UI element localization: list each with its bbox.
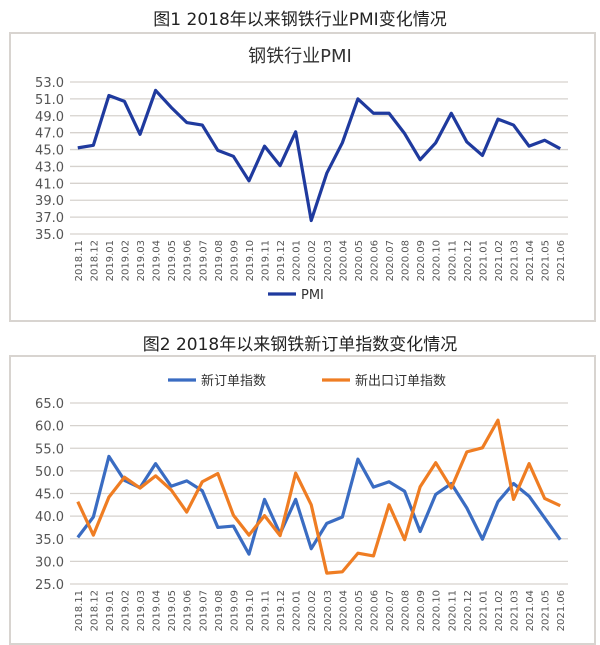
y-tick-label: 35.0 bbox=[35, 228, 64, 243]
y-tick-label: 25.0 bbox=[35, 578, 64, 593]
x-tick-label: 2020.09 bbox=[416, 240, 427, 281]
y-tick-label: 43.0 bbox=[35, 160, 64, 175]
x-tick-label: 2019.12 bbox=[276, 240, 287, 281]
x-tick-label: 2019.09 bbox=[229, 240, 240, 281]
x-tick-label: 2019.10 bbox=[245, 590, 256, 631]
y-tick-label: 51.0 bbox=[35, 93, 64, 108]
x-tick-label: 2019.05 bbox=[167, 590, 178, 631]
legend-label: PMI bbox=[301, 288, 324, 303]
x-tick-label: 2019.04 bbox=[152, 590, 163, 631]
y-tick-label: 45.0 bbox=[35, 488, 64, 503]
y-tick-label: 53.0 bbox=[35, 76, 64, 91]
x-tick-label: 2020.03 bbox=[323, 240, 334, 281]
x-tick-label: 2020.02 bbox=[307, 240, 318, 281]
legend-label: 新出口订单指数 bbox=[355, 373, 446, 389]
x-tick-label: 2021.02 bbox=[494, 590, 505, 631]
x-tick-label: 2020.02 bbox=[307, 590, 318, 631]
x-tick-label: 2021.06 bbox=[556, 240, 567, 281]
x-tick-label: 2020.01 bbox=[292, 590, 303, 631]
x-tick-label: 2020.10 bbox=[432, 240, 443, 281]
x-tick-label: 2018.12 bbox=[89, 240, 100, 281]
x-tick-label: 2020.06 bbox=[369, 240, 380, 281]
x-tick-label: 2019.03 bbox=[136, 240, 147, 281]
x-tick-label: 2019.02 bbox=[120, 240, 131, 281]
y-tick-label: 47.0 bbox=[35, 127, 64, 142]
y-tick-label: 50.0 bbox=[35, 465, 64, 480]
x-tick-label: 2020.01 bbox=[292, 240, 303, 281]
x-tick-label: 2021.02 bbox=[494, 240, 505, 281]
x-tick-label: 2020.06 bbox=[369, 590, 380, 631]
x-tick-label: 2020.04 bbox=[338, 590, 349, 631]
x-tick-label: 2020.10 bbox=[432, 590, 443, 631]
x-tick-label: 2018.11 bbox=[74, 240, 85, 281]
x-tick-label: 2019.04 bbox=[152, 240, 163, 281]
y-tick-label: 45.0 bbox=[35, 144, 64, 159]
x-tick-label: 2021.04 bbox=[525, 240, 536, 281]
x-tick-label: 2020.07 bbox=[385, 590, 396, 631]
x-tick-label: 2020.09 bbox=[416, 590, 427, 631]
x-tick-label: 2019.08 bbox=[214, 590, 225, 631]
x-tick-label: 2018.12 bbox=[89, 590, 100, 631]
x-tick-label: 2019.07 bbox=[198, 590, 209, 631]
x-tick-label: 2020.11 bbox=[447, 240, 458, 281]
x-tick-label: 2019.01 bbox=[105, 590, 116, 631]
y-tick-label: 65.0 bbox=[35, 397, 64, 412]
x-tick-label: 2019.12 bbox=[276, 590, 287, 631]
x-tick-label: 2020.08 bbox=[401, 590, 412, 631]
x-tick-label: 2020.12 bbox=[463, 590, 474, 631]
x-tick-label: 2019.11 bbox=[261, 590, 272, 631]
x-tick-label: 2021.01 bbox=[478, 590, 489, 631]
y-tick-label: 40.0 bbox=[35, 510, 64, 525]
y-tick-label: 35.0 bbox=[35, 533, 64, 548]
x-tick-label: 2019.10 bbox=[245, 240, 256, 281]
x-tick-label: 2019.08 bbox=[214, 240, 225, 281]
y-tick-label: 41.0 bbox=[35, 177, 64, 192]
series-line-1 bbox=[78, 420, 560, 573]
y-tick-label: 60.0 bbox=[35, 420, 64, 435]
x-tick-label: 2021.04 bbox=[525, 590, 536, 631]
x-tick-label: 2020.04 bbox=[338, 240, 349, 281]
x-tick-label: 2021.03 bbox=[510, 240, 521, 281]
x-tick-label: 2020.03 bbox=[323, 590, 334, 631]
x-tick-label: 2021.06 bbox=[556, 590, 567, 631]
x-tick-label: 2019.06 bbox=[183, 590, 194, 631]
y-tick-label: 49.0 bbox=[35, 110, 64, 125]
x-tick-label: 2021.03 bbox=[510, 590, 521, 631]
x-tick-label: 2020.07 bbox=[385, 240, 396, 281]
legend-label: 新订单指数 bbox=[201, 373, 266, 389]
y-tick-label: 55.0 bbox=[35, 442, 64, 457]
y-tick-label: 39.0 bbox=[35, 194, 64, 209]
y-tick-label: 30.0 bbox=[35, 555, 64, 570]
x-tick-label: 2019.06 bbox=[183, 240, 194, 281]
x-tick-label: 2019.02 bbox=[120, 590, 131, 631]
x-tick-label: 2019.07 bbox=[198, 240, 209, 281]
x-tick-label: 2021.05 bbox=[541, 240, 552, 281]
x-tick-label: 2019.09 bbox=[229, 590, 240, 631]
x-tick-label: 2020.05 bbox=[354, 590, 365, 631]
x-tick-label: 2020.08 bbox=[401, 240, 412, 281]
x-tick-label: 2021.05 bbox=[541, 590, 552, 631]
x-tick-label: 2019.05 bbox=[167, 240, 178, 281]
y-tick-label: 37.0 bbox=[35, 211, 64, 226]
x-tick-label: 2020.11 bbox=[447, 590, 458, 631]
x-tick-label: 2020.12 bbox=[463, 240, 474, 281]
x-tick-label: 2018.11 bbox=[74, 590, 85, 631]
x-tick-label: 2020.05 bbox=[354, 240, 365, 281]
x-tick-label: 2019.01 bbox=[105, 240, 116, 281]
chart-title: 钢铁行业PMI bbox=[248, 46, 352, 67]
x-tick-label: 2019.03 bbox=[136, 590, 147, 631]
x-tick-label: 2021.01 bbox=[478, 240, 489, 281]
series-line-0 bbox=[78, 90, 560, 220]
x-tick-label: 2019.11 bbox=[261, 240, 272, 281]
